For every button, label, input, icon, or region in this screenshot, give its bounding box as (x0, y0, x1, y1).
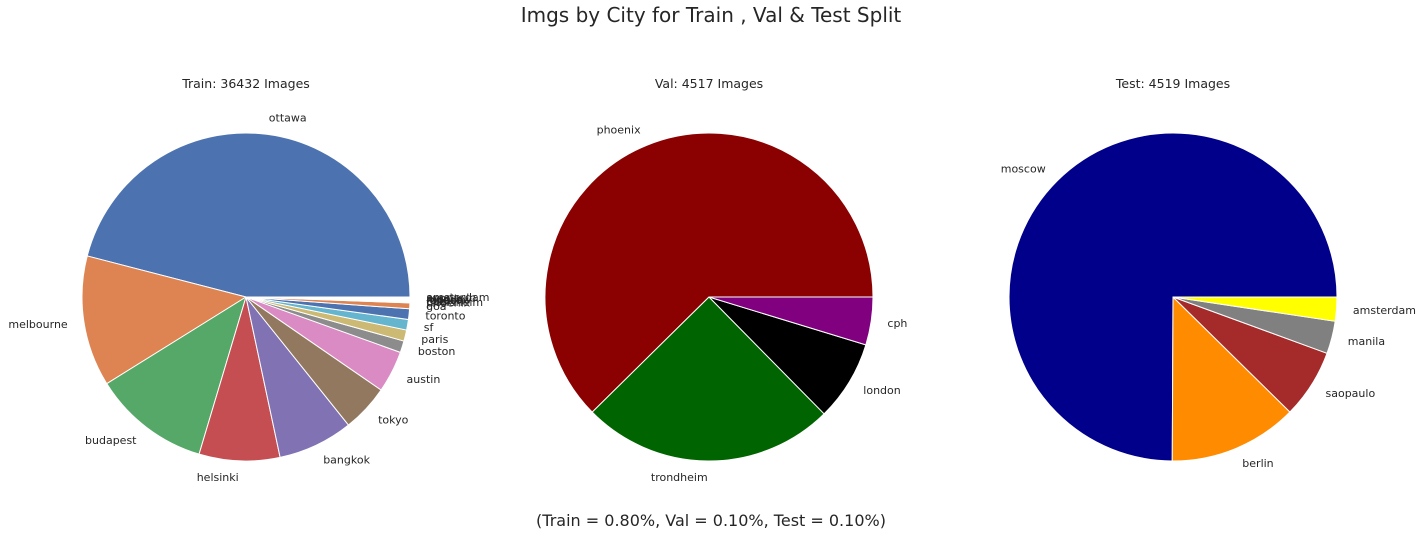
train-label-ottawa: ottawa (269, 112, 307, 125)
train-label-saopaulo: saopaulo (426, 292, 476, 305)
test-slice-moscow (1008, 132, 1338, 462)
train-label-trondheim: trondheim (426, 296, 483, 309)
val-slice-cph (708, 296, 874, 346)
test-slice-berlin (1171, 296, 1291, 462)
val-pie-chart: Val: 4517 Images phoenix trondheim london c… (544, 76, 908, 484)
train-pie-slices (81, 132, 411, 462)
train-slice-budapest (106, 296, 247, 455)
train-label-manila: manila (426, 293, 463, 306)
test-label-amsterdam: amsterdam (1353, 304, 1416, 317)
test-pie-slices (1008, 132, 1338, 462)
figure-title: Imgs by City for Train , Val & Test Spli… (521, 3, 902, 27)
test-pie-labels: moscow berlin saopaulo manila amsterdam (1001, 163, 1416, 470)
test-label-moscow: moscow (1001, 163, 1046, 176)
val-pie-title: Val: 4517 Images (655, 76, 763, 91)
train-label-sf: sf (424, 321, 435, 334)
val-pie-slices (544, 132, 874, 462)
train-label-budapest: budapest (85, 434, 137, 447)
train-label-cph: cph (426, 295, 446, 308)
test-label-berlin: berlin (1242, 457, 1273, 470)
train-pie-chart: Train: 36432 Images ottawa melbourne budap… (8, 76, 489, 484)
train-label-moscow: moscow (426, 293, 471, 306)
test-label-manila: manila (1348, 335, 1385, 348)
split-ratio-footer: (Train = 0.80%, Val = 0.10%, Test = 0.10… (536, 511, 886, 530)
train-label-london: london (426, 294, 463, 307)
train-label-tokyo: tokyo (378, 413, 409, 426)
test-slice-amsterdam (1172, 296, 1338, 322)
train-label-toronto: toronto (425, 309, 465, 322)
train-pie-labels: ottawa melbourne budapest helsinki bangkok to… (8, 112, 489, 484)
val-label-london: london (863, 384, 900, 397)
test-pie-chart: Test: 4519 Images moscow berlin saopaulo ma… (1001, 76, 1416, 470)
val-label-cph: cph (887, 317, 907, 330)
train-label-austin: austin (407, 373, 441, 386)
train-label-bangkok: bangkok (323, 454, 370, 467)
train-pie-title: Train: 36432 Images (181, 76, 310, 91)
train-label-amsterdam: amsterdam (426, 291, 489, 304)
train-label-goa: goa (426, 300, 446, 313)
train-label-helsinki: helsinki (197, 471, 239, 484)
test-pie-title: Test: 4519 Images (1115, 76, 1230, 91)
val-label-trondheim: trondheim (651, 471, 708, 484)
train-label-boston: boston (418, 345, 455, 358)
train-slice-melbourne (81, 255, 247, 385)
val-pie-labels: phoenix trondheim london cph (597, 124, 908, 484)
val-label-phoenix: phoenix (597, 124, 641, 137)
train-slice-ottawa (86, 132, 411, 298)
val-slice-phoenix (544, 132, 874, 413)
train-label-phoenix: phoenix (426, 297, 470, 310)
train-label-melbourne: melbourne (8, 318, 68, 331)
train-label-paris: paris (421, 333, 448, 346)
val-slice-trondheim (591, 296, 825, 462)
train-slice-amsterdam (245, 296, 411, 299)
test-label-saopaulo: saopaulo (1326, 387, 1376, 400)
